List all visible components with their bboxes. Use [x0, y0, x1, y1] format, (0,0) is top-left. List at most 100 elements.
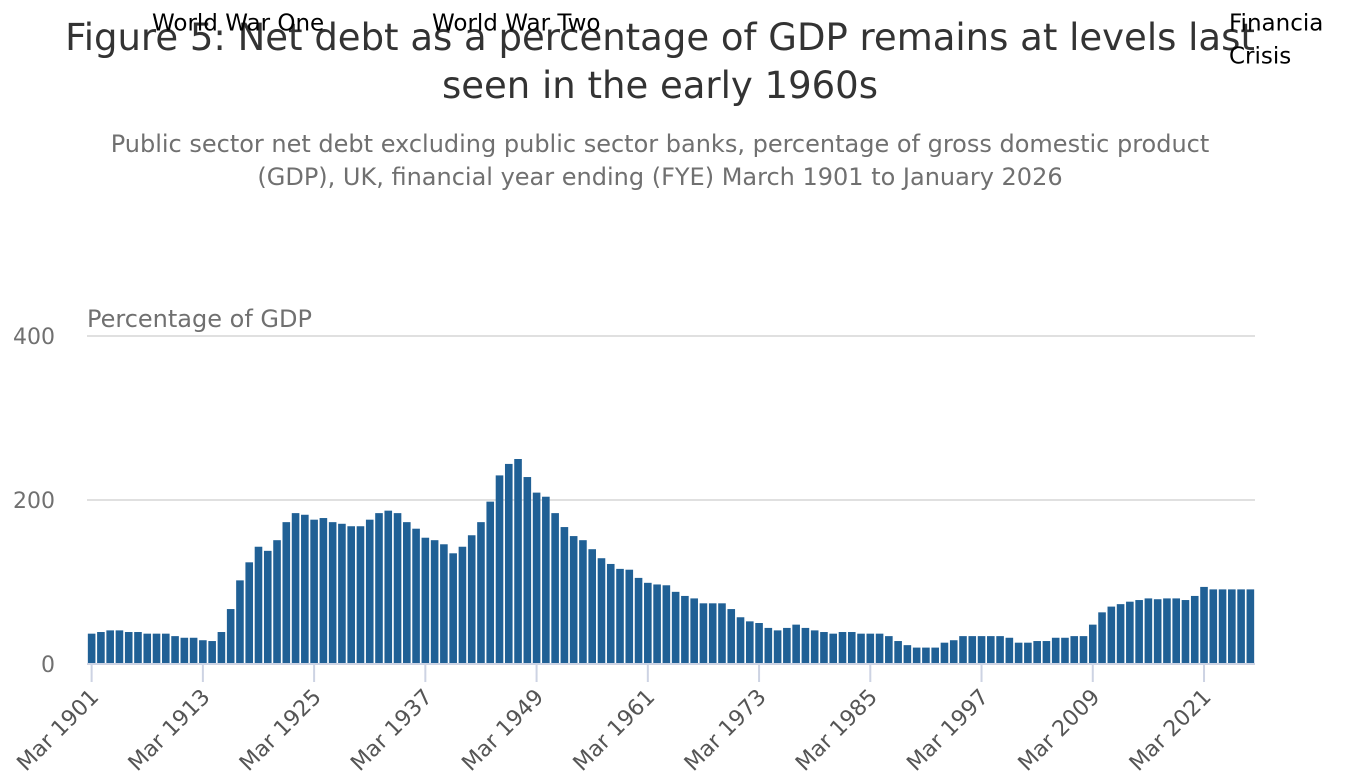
bar — [254, 546, 263, 664]
bar — [829, 633, 838, 664]
bar — [347, 526, 355, 664]
bar — [903, 645, 912, 664]
bar — [504, 463, 513, 664]
bar — [1098, 612, 1106, 664]
bar — [551, 513, 559, 664]
bar — [847, 632, 856, 664]
bar — [1163, 598, 1171, 664]
bar — [1200, 586, 1208, 664]
annotation: Crisis — [1229, 44, 1291, 70]
bar — [987, 636, 995, 664]
bar — [356, 526, 365, 664]
bar — [171, 636, 179, 664]
bar — [143, 633, 152, 664]
bar — [319, 518, 328, 664]
bar — [1014, 642, 1023, 664]
bar — [375, 513, 383, 664]
bar — [1033, 641, 1041, 664]
bar — [1135, 600, 1143, 664]
bar — [421, 537, 430, 664]
bar — [263, 550, 272, 664]
bar — [616, 568, 624, 664]
bar — [968, 636, 977, 664]
bar — [1088, 624, 1097, 664]
x-tick-label: Mar 1901 — [13, 685, 105, 777]
bar — [1042, 641, 1051, 664]
bar — [365, 519, 374, 664]
bar — [773, 630, 782, 664]
bar — [810, 630, 819, 664]
bar — [912, 647, 921, 664]
bar — [801, 627, 810, 664]
y-tick-label: 400 — [13, 325, 55, 350]
bar — [1209, 589, 1218, 664]
bar — [977, 636, 986, 664]
bar — [727, 609, 736, 664]
annotation: Financia — [1229, 11, 1323, 37]
bar — [931, 647, 939, 664]
y-tick-label: 200 — [13, 489, 55, 514]
bar — [134, 632, 142, 664]
chart-subtitle: Public sector net debt excluding public … — [110, 130, 1210, 191]
bar — [922, 647, 930, 664]
bar — [820, 632, 828, 664]
x-tick-label: Mar 1949 — [458, 685, 550, 777]
bar — [1190, 595, 1199, 664]
bar — [467, 535, 476, 664]
bar — [755, 623, 763, 664]
bar — [866, 633, 875, 664]
bar — [87, 633, 96, 664]
bar — [1153, 599, 1162, 664]
bar — [412, 528, 420, 664]
x-tick-label: Mar 2009 — [1014, 685, 1106, 777]
bar — [1172, 598, 1181, 664]
x-tick-label: Mar 1937 — [346, 685, 438, 777]
y-tick-label: 0 — [41, 653, 55, 678]
bar — [634, 577, 643, 664]
bar — [940, 642, 949, 664]
bar — [783, 627, 791, 664]
bar — [328, 522, 337, 664]
bar — [681, 595, 689, 664]
bar — [959, 636, 967, 664]
bar — [430, 540, 439, 664]
bar — [180, 637, 189, 664]
bar — [514, 459, 522, 664]
bar — [458, 546, 467, 664]
bar — [792, 624, 800, 664]
bar — [384, 510, 393, 664]
bar — [579, 540, 587, 664]
bar — [477, 522, 485, 664]
bar — [115, 630, 124, 664]
bar — [282, 522, 291, 664]
bar — [449, 553, 457, 664]
bar — [857, 633, 865, 664]
bar — [486, 501, 495, 664]
bar — [338, 523, 346, 664]
x-tick-label: Mar 2021 — [1125, 685, 1217, 777]
bar — [606, 563, 615, 664]
bar — [1126, 601, 1134, 664]
bar — [569, 536, 578, 664]
bar — [996, 636, 1004, 664]
bar — [764, 627, 773, 664]
bar — [189, 637, 198, 664]
bar — [653, 584, 661, 664]
bar — [152, 633, 161, 664]
annotation: World War One — [152, 11, 324, 37]
bar — [1116, 604, 1125, 664]
bar — [403, 522, 411, 664]
bar — [1228, 589, 1236, 664]
bar — [894, 641, 902, 664]
bar — [949, 640, 958, 664]
bar — [97, 632, 105, 664]
bar — [523, 477, 532, 664]
bar — [1144, 598, 1153, 664]
bar — [301, 514, 309, 664]
bar — [236, 580, 244, 664]
bar — [106, 630, 114, 664]
chart-title: Figure 5: Net debt as a percentage of GD… — [65, 16, 1255, 107]
bar — [199, 640, 207, 664]
